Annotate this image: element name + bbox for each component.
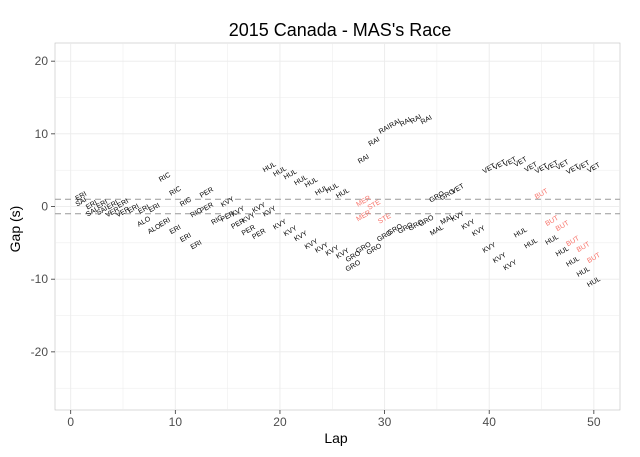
driver-label-point: ERI: [190, 239, 204, 251]
grid-lines: [55, 43, 620, 410]
x-tick-label: 10: [169, 415, 183, 429]
driver-label-point: ERI: [116, 198, 130, 210]
driver-label-point: RAI: [367, 136, 381, 148]
driver-label-point: SAI: [85, 207, 98, 219]
driver-label-point: ERI: [95, 199, 109, 211]
driver-label-point: RAI: [388, 118, 402, 130]
driver-label-point: ERI: [137, 204, 151, 216]
driver-label-point: SAI: [96, 205, 109, 217]
driver-label-point: ERI: [148, 202, 162, 214]
y-axis-ticks: -20 -10 0 10 20: [31, 54, 55, 359]
driver-label-point: ERI: [106, 199, 120, 211]
chart-title: 2015 Canada - MAS's Race: [229, 20, 452, 40]
x-tick-label: 50: [587, 415, 601, 429]
driver-label-point: RAI: [357, 154, 371, 166]
x-tick-label: 30: [378, 415, 392, 429]
driver-label-point: RAI: [420, 114, 434, 126]
y-tick-label: 10: [35, 127, 49, 141]
plot-panel: [54, 42, 621, 411]
x-axis-ticks: 0 10 20 30 40 50: [67, 410, 601, 429]
x-tick-label: 20: [273, 415, 287, 429]
y-tick-label: -20: [31, 345, 49, 359]
driver-label-point: ERI: [169, 224, 183, 236]
y-tick-label: 20: [35, 54, 49, 68]
y-tick-label: -10: [31, 272, 49, 286]
x-axis-title: Lap: [324, 430, 348, 446]
y-tick-label: 0: [41, 200, 48, 214]
driver-label-point: ERI: [179, 232, 193, 244]
driver-label-point: ERI: [158, 217, 172, 229]
driver-label-point: RAI: [399, 117, 413, 129]
driver-label-point: SAI: [75, 197, 88, 209]
x-tick-label: 0: [67, 415, 74, 429]
x-tick-label: 40: [483, 415, 497, 429]
y-axis-title: Gap (s): [7, 206, 23, 253]
driver-label-point: RAI: [378, 124, 392, 136]
driver-label-point: RAI: [409, 114, 423, 126]
driver-label-point: ERI: [75, 191, 89, 203]
reference-lines: [55, 198, 620, 215]
driver-label-point: ERI: [85, 199, 99, 211]
driver-label-point: ERI: [127, 203, 141, 215]
